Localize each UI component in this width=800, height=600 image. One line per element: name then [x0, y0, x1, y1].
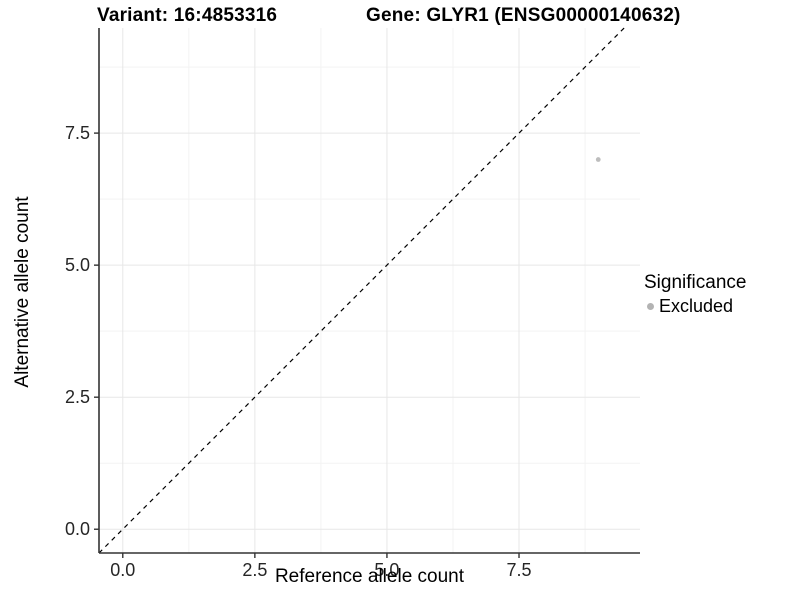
legend-title: Significance [644, 272, 747, 293]
tick-labels: 0.0 2.5 5.0 7.5 0.0 2.5 5.0 7.5 [65, 123, 532, 580]
y-tick-label: 2.5 [65, 387, 90, 407]
data-points [595, 157, 601, 162]
legend-item-label: Excluded [659, 296, 734, 316]
x-tick-label: 5.0 [374, 560, 399, 580]
legend-item-excluded: Excluded [644, 296, 746, 317]
legend-point-icon [647, 303, 654, 310]
variant-title: Variant: 16:4853316 [97, 5, 278, 26]
x-axis-title: Reference allele count [274, 566, 465, 587]
x-tick-label: 7.5 [506, 560, 531, 580]
y-tick-label: 0.0 [65, 519, 90, 539]
y-tick-label: 5.0 [65, 255, 90, 275]
gene-title: Gene: GLYR1 (ENSG00000140632) [366, 5, 681, 26]
legend: Significance Excluded [644, 272, 746, 317]
grid-major [99, 28, 640, 553]
grid-minor [99, 28, 640, 553]
x-tick-label: 2.5 [242, 560, 267, 580]
data-point [595, 157, 601, 162]
identity-dashed-line [98, 27, 625, 554]
y-tick-label: 7.5 [65, 123, 90, 143]
axis-ticks [94, 132, 520, 558]
x-tick-label: 0.0 [110, 560, 135, 580]
